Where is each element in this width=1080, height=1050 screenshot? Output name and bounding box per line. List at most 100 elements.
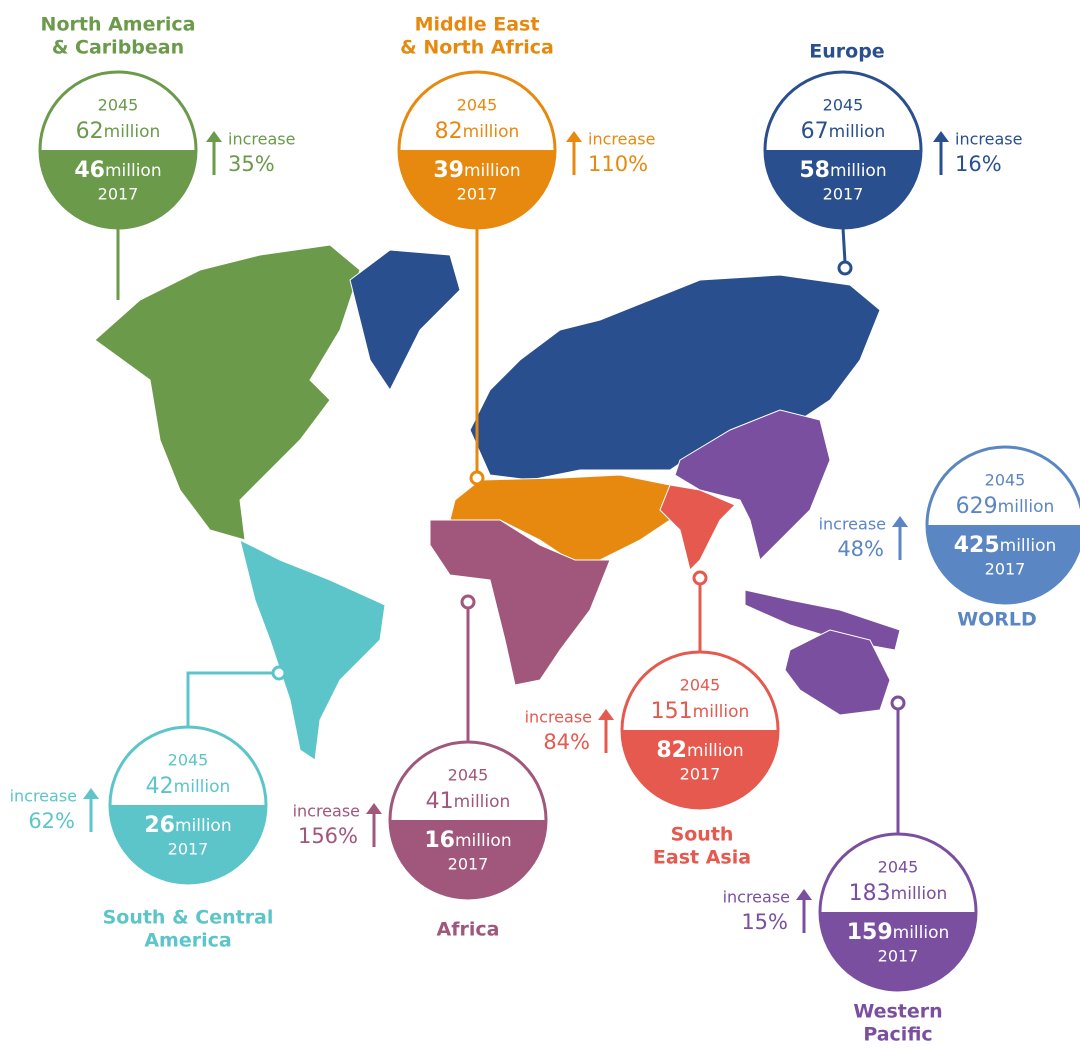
circle-border [818, 832, 978, 992]
value: 425 [954, 533, 1000, 558]
arrow-head [83, 788, 99, 799]
unit: million [105, 161, 162, 181]
region: 2045183million159million2017WesternPacif… [723, 695, 978, 1046]
increase-label: increase [588, 130, 655, 149]
value: 62 [76, 119, 104, 144]
increase-pct: 84% [543, 730, 590, 754]
region-name: Africa [437, 919, 500, 941]
circle-border [620, 650, 780, 810]
region: 204541million16million2017Africaincrease… [293, 594, 548, 941]
increase-label: increase [293, 802, 360, 821]
region-name: South & Central [103, 907, 274, 929]
value: 26 [144, 813, 175, 838]
unit: million [687, 741, 744, 761]
value: 58 [799, 158, 830, 183]
value-past: 82million [656, 738, 743, 763]
value: 67 [801, 119, 829, 144]
region-name: Western [853, 1001, 942, 1023]
region-name: North America [41, 14, 196, 36]
value-past: 159million [847, 920, 950, 945]
leader-ring [271, 665, 287, 681]
value: 159 [847, 920, 893, 945]
year-future: 2045 [457, 96, 498, 115]
increase-pct: 16% [955, 152, 1002, 176]
circle-border [38, 70, 198, 230]
circle-border [108, 725, 268, 885]
unit: million [463, 122, 520, 142]
value: 151 [651, 699, 693, 724]
year-past: 2017 [985, 560, 1026, 579]
increase-pct: 110% [588, 152, 648, 176]
circle-bottom [820, 912, 976, 990]
region-name: East Asia [653, 847, 751, 869]
value: 41 [426, 789, 454, 814]
value-past: 425million [954, 533, 1057, 558]
region-name: & North Africa [400, 37, 554, 59]
unit: million [829, 122, 886, 142]
australia [784, 629, 891, 716]
year-past: 2017 [823, 185, 864, 204]
africa [429, 519, 611, 686]
year-past: 2017 [448, 855, 489, 874]
world-map [94, 244, 901, 761]
north-america [94, 244, 361, 541]
increase-pct: 156% [298, 824, 358, 848]
year-future: 2045 [448, 766, 489, 785]
region: 204567million58million2017Europeincrease… [763, 41, 1022, 276]
value-future: 183million [849, 881, 948, 906]
year-future: 2045 [98, 96, 139, 115]
leader-ring [692, 570, 708, 586]
leader-ring [460, 594, 476, 610]
south-america [239, 539, 386, 761]
increase-label: increase [228, 130, 295, 149]
year-future: 2045 [680, 676, 721, 695]
region-name: & Caribbean [52, 37, 184, 59]
increase-label: increase [723, 888, 790, 907]
value-future: 67million [801, 119, 886, 144]
value-past: 16million [424, 828, 511, 853]
increase-label: increase [10, 787, 77, 806]
unit: million [455, 831, 512, 851]
circle-bottom [622, 730, 778, 808]
value: 42 [146, 774, 174, 799]
arrow-head [366, 803, 382, 814]
year-past: 2017 [168, 840, 209, 859]
circle-bottom [390, 820, 546, 898]
arrow-head [892, 516, 908, 527]
circle-border [397, 70, 557, 230]
unit: million [464, 161, 521, 181]
value: 629 [956, 494, 998, 519]
value-future: 41million [426, 789, 511, 814]
unit: million [693, 702, 750, 722]
indonesia [744, 589, 901, 651]
india [659, 484, 736, 571]
value-future: 151million [651, 699, 750, 724]
value: 39 [433, 158, 464, 183]
east-asia [674, 409, 831, 561]
region-name: Middle East [415, 14, 540, 36]
arrow-head [598, 709, 614, 720]
unit: million [830, 161, 887, 181]
increase-pct: 35% [228, 152, 275, 176]
arrow-head [566, 131, 582, 142]
leader-ring [469, 470, 485, 486]
circle-bottom [110, 805, 266, 883]
year-past: 2017 [680, 765, 721, 784]
year-past: 2017 [878, 947, 919, 966]
increase-pct: 62% [28, 809, 75, 833]
region-name: Europe [809, 41, 884, 63]
value: 82 [435, 119, 463, 144]
unit: million [175, 816, 232, 836]
arrow-head [796, 889, 812, 900]
increase-label: increase [955, 130, 1022, 149]
value-past: 26million [144, 813, 231, 838]
unit: million [998, 497, 1055, 517]
year-future: 2045 [168, 751, 209, 770]
leader-line [186, 671, 273, 727]
year-past: 2017 [98, 185, 139, 204]
unit: million [174, 777, 231, 797]
value: 82 [656, 738, 687, 763]
